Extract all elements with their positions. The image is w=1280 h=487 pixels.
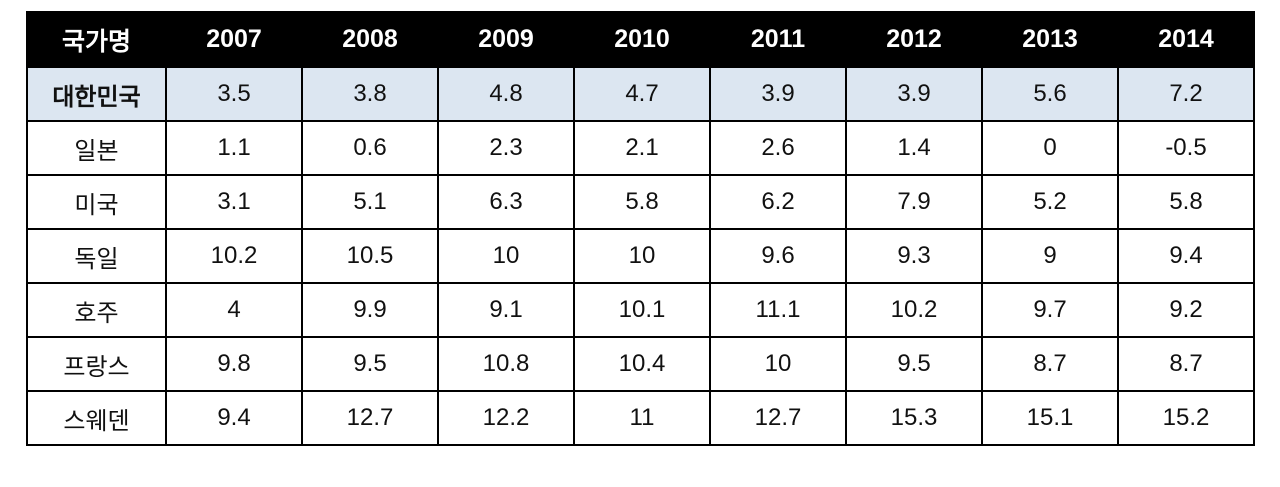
value-cell: 10.2 [165, 228, 303, 284]
value-cell: 9.5 [845, 336, 983, 392]
country-name-cell: 일본 [26, 120, 167, 176]
value-cell: 2.1 [573, 120, 711, 176]
value-cell: 12.7 [301, 390, 439, 446]
country-name-cell: 프랑스 [26, 336, 167, 392]
value-cell: 1.4 [845, 120, 983, 176]
value-cell: 5.8 [1117, 174, 1255, 230]
value-cell: -0.5 [1117, 120, 1255, 176]
country-year-data-table: 국가명 2007 2008 2009 2010 2011 2012 2013 2014 대한민국… [26, 11, 1255, 446]
value-cell: 9 [981, 228, 1119, 284]
value-cell: 8.7 [1117, 336, 1255, 392]
table-row: 독일 10.2 10.5 10 10 9.6 9.3 9 9.4 [26, 228, 1255, 284]
country-year-table-container: 국가명 2007 2008 2009 2010 2011 2012 2013 2014 대한민국… [26, 11, 1255, 446]
table-row: 호주 4 9.9 9.1 10.1 11.1 10.2 9.7 9.2 [26, 282, 1255, 338]
value-cell: 5.6 [981, 66, 1119, 122]
value-cell: 6.3 [437, 174, 575, 230]
value-cell: 9.9 [301, 282, 439, 338]
value-cell: 15.3 [845, 390, 983, 446]
value-cell: 9.6 [709, 228, 847, 284]
country-name-cell: 독일 [26, 228, 167, 284]
value-cell: 10 [573, 228, 711, 284]
value-cell: 9.1 [437, 282, 575, 338]
value-cell: 4 [165, 282, 303, 338]
value-cell: 7.2 [1117, 66, 1255, 122]
table-row: 미국 3.1 5.1 6.3 5.8 6.2 7.9 5.2 5.8 [26, 174, 1255, 230]
value-cell: 9.2 [1117, 282, 1255, 338]
value-cell: 12.7 [709, 390, 847, 446]
value-cell: 10.8 [437, 336, 575, 392]
value-cell: 9.4 [165, 390, 303, 446]
value-cell: 10 [437, 228, 575, 284]
value-cell: 6.2 [709, 174, 847, 230]
value-cell: 2.6 [709, 120, 847, 176]
value-cell: 9.7 [981, 282, 1119, 338]
column-header-2010: 2010 [573, 11, 711, 68]
value-cell: 9.4 [1117, 228, 1255, 284]
country-name-cell: 호주 [26, 282, 167, 338]
value-cell: 7.9 [845, 174, 983, 230]
column-header-2014: 2014 [1117, 11, 1255, 68]
value-cell: 11 [573, 390, 711, 446]
table-row: 스웨덴 9.4 12.7 12.2 11 12.7 15.3 15.1 15.2 [26, 390, 1255, 446]
value-cell: 3.8 [301, 66, 439, 122]
value-cell: 10.2 [845, 282, 983, 338]
column-header-2009: 2009 [437, 11, 575, 68]
value-cell: 10.1 [573, 282, 711, 338]
value-cell: 9.8 [165, 336, 303, 392]
column-header-2008: 2008 [301, 11, 439, 68]
table-body: 대한민국 3.5 3.8 4.8 4.7 3.9 3.9 5.6 7.2 일본 1.1 0.6 2.3 2… [26, 66, 1255, 446]
table-row: 일본 1.1 0.6 2.3 2.1 2.6 1.4 0 -0.5 [26, 120, 1255, 176]
column-header-2012: 2012 [845, 11, 983, 68]
table-header: 국가명 2007 2008 2009 2010 2011 2012 2013 2014 [26, 11, 1255, 68]
value-cell: 0 [981, 120, 1119, 176]
value-cell: 5.1 [301, 174, 439, 230]
value-cell: 10.4 [573, 336, 711, 392]
header-row: 국가명 2007 2008 2009 2010 2011 2012 2013 2014 [26, 11, 1255, 68]
column-header-2013: 2013 [981, 11, 1119, 68]
column-header-2007: 2007 [165, 11, 303, 68]
value-cell: 3.9 [845, 66, 983, 122]
column-header-country: 국가명 [26, 11, 167, 68]
value-cell: 2.3 [437, 120, 575, 176]
value-cell: 4.8 [437, 66, 575, 122]
table-row: 프랑스 9.8 9.5 10.8 10.4 10 9.5 8.7 8.7 [26, 336, 1255, 392]
value-cell: 3.5 [165, 66, 303, 122]
country-name-cell: 미국 [26, 174, 167, 230]
value-cell: 15.1 [981, 390, 1119, 446]
value-cell: 1.1 [165, 120, 303, 176]
country-name-cell: 스웨덴 [26, 390, 167, 446]
value-cell: 9.3 [845, 228, 983, 284]
value-cell: 3.1 [165, 174, 303, 230]
value-cell: 11.1 [709, 282, 847, 338]
value-cell: 5.8 [573, 174, 711, 230]
value-cell: 15.2 [1117, 390, 1255, 446]
value-cell: 9.5 [301, 336, 439, 392]
value-cell: 5.2 [981, 174, 1119, 230]
value-cell: 0.6 [301, 120, 439, 176]
value-cell: 10 [709, 336, 847, 392]
value-cell: 4.7 [573, 66, 711, 122]
value-cell: 8.7 [981, 336, 1119, 392]
country-name-cell: 대한민국 [26, 66, 167, 122]
value-cell: 3.9 [709, 66, 847, 122]
table-row: 대한민국 3.5 3.8 4.8 4.7 3.9 3.9 5.6 7.2 [26, 66, 1255, 122]
value-cell: 12.2 [437, 390, 575, 446]
column-header-2011: 2011 [709, 11, 847, 68]
value-cell: 10.5 [301, 228, 439, 284]
